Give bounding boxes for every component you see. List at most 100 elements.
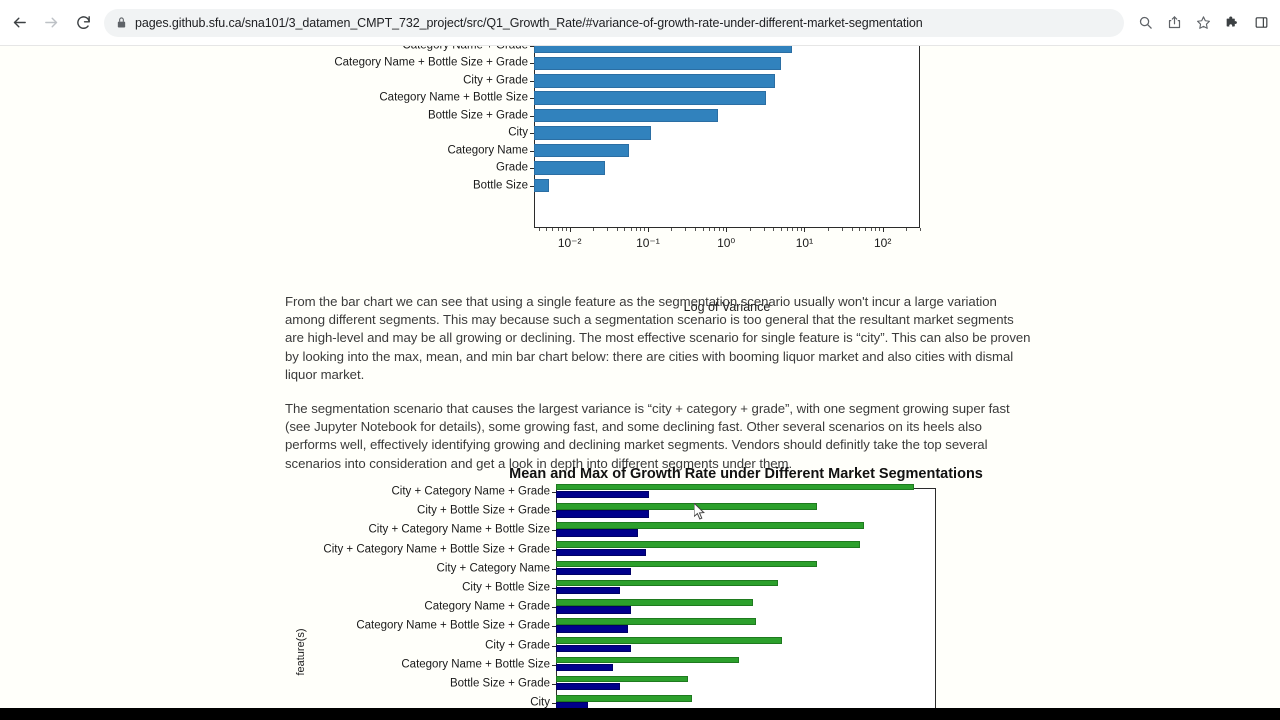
- variance-x-minor-tick: [920, 228, 921, 231]
- variance-x-minor-tick: [640, 228, 642, 231]
- mean-max-bar-max: [556, 675, 689, 683]
- variance-x-tick: [647, 228, 649, 232]
- variance-x-axis: 10⁻² 10⁻¹ 10⁰ 10¹ 10²: [534, 228, 921, 274]
- mean-max-bar-max: [556, 560, 818, 568]
- browser-toolbar: pages.github.sfu.ca/sna101/3_datamen_CMP…: [0, 0, 1280, 46]
- variance-x-minor-tick: [787, 228, 789, 231]
- mean-max-bar-max: [556, 656, 739, 664]
- variance-x-axis-title: Log of Variance: [683, 300, 771, 314]
- variance-x-minor-tick: [671, 228, 673, 231]
- variance-bar: [534, 178, 550, 193]
- mean-max-bar-mean: [556, 491, 650, 499]
- forward-button[interactable]: [36, 8, 66, 38]
- mean-max-y-label: Category Name + Bottle Size + Grade: [356, 619, 550, 632]
- variance-x-tick: [726, 228, 728, 232]
- mean-max-y-label: City: [530, 696, 550, 708]
- variance-y-label: Bottle Size + Grade: [427, 108, 528, 121]
- lock-icon: [116, 16, 127, 29]
- mean-max-bar-max: [556, 503, 818, 510]
- variance-bar: [534, 108, 718, 123]
- mean-max-bar-mean: [556, 702, 589, 708]
- mean-max-y-axis-labels: City + Category Name + Grade City + Bottl…: [300, 486, 550, 708]
- mean-max-bar-max: [556, 483, 914, 491]
- mean-max-y-tick: [552, 530, 556, 532]
- variance-x-minor-tick: [607, 228, 608, 231]
- variance-bar: [534, 46, 793, 53]
- puzzle-icon[interactable]: [1219, 10, 1245, 36]
- mean-max-bar-mean: [556, 510, 650, 518]
- mean-max-y-tick: [552, 511, 556, 513]
- mean-max-y-tick: [552, 645, 556, 647]
- variance-y-label: Category Name: [447, 143, 528, 156]
- variance-bar: [534, 74, 775, 88]
- variance-x-tick: [569, 228, 571, 232]
- variance-x-minor-tick: [780, 228, 782, 231]
- variance-x-minor-tick: [562, 228, 564, 231]
- mean-max-bar-mean: [556, 683, 621, 691]
- article-text: From the bar chart we can see that using…: [285, 293, 1033, 489]
- variance-y-label: City + Grade: [463, 74, 528, 87]
- back-button[interactable]: [4, 8, 34, 38]
- variance-x-minor-tick: [722, 228, 724, 231]
- variance-x-minor-tick: [546, 228, 548, 231]
- mean-max-y-label: City + Bottle Size: [462, 581, 550, 594]
- address-bar[interactable]: pages.github.sfu.ca/sna101/3_datamen_CMP…: [104, 8, 1124, 37]
- reload-button[interactable]: [68, 8, 98, 38]
- variance-x-minor-tick: [800, 228, 802, 231]
- mean-max-y-label: Category Name + Bottle Size: [401, 658, 550, 671]
- variance-x-minor-tick: [906, 228, 908, 231]
- mean-max-bar-chart: Mean and Max of Growth Rate under Differ…: [0, 466, 1280, 708]
- letterbox-bottom: [0, 708, 1280, 720]
- variance-bar: [534, 56, 781, 71]
- variance-y-tick: [530, 115, 534, 117]
- variance-x-minor-tick: [695, 228, 697, 231]
- variance-x-minor-tick: [827, 228, 829, 231]
- mean-max-bar-max: [556, 541, 861, 548]
- mean-max-y-axis-title: feature(s): [295, 628, 307, 676]
- variance-y-tick: [530, 98, 534, 100]
- variance-x-minor-tick: [859, 228, 861, 231]
- mean-max-y-label: City + Category Name: [436, 562, 550, 575]
- paragraph-1: From the bar chart we can see that using…: [285, 294, 1031, 382]
- variance-x-minor-tick: [773, 228, 775, 231]
- mean-max-y-tick: [552, 549, 556, 551]
- variance-y-tick: [530, 63, 534, 65]
- mean-max-y-label: City + Bottle Size + Grade: [417, 504, 550, 517]
- variance-y-label: City: [508, 126, 528, 139]
- mean-max-bar-mean: [556, 567, 632, 576]
- mean-max-y-tick: [552, 626, 556, 628]
- variance-x-minor-tick: [702, 228, 704, 231]
- side-panel-icon[interactable]: [1248, 10, 1274, 36]
- share-icon[interactable]: [1161, 10, 1187, 36]
- mean-max-bar-mean: [556, 606, 632, 614]
- mean-max-y-tick: [552, 684, 556, 685]
- star-icon[interactable]: [1190, 10, 1216, 36]
- variance-y-label: Category Name + Grade: [402, 46, 528, 52]
- mean-max-chart-title: Mean and Max of Growth Rate under Differ…: [509, 466, 983, 482]
- mean-max-bar-mean: [556, 548, 646, 556]
- variance-y-label: Bottle Size: [473, 178, 528, 191]
- zoom-icon[interactable]: [1132, 10, 1158, 36]
- variance-x-minor-tick: [644, 228, 646, 231]
- variance-x-minor-tick: [875, 228, 877, 231]
- variance-x-minor-tick: [851, 228, 853, 231]
- variance-bar: [534, 143, 630, 158]
- variance-y-tick: [530, 46, 534, 47]
- variance-y-label: Category Name + Bottle Size + Grade: [334, 56, 528, 69]
- variance-x-minor-tick: [763, 228, 765, 231]
- address-bar-url: pages.github.sfu.ca/sna101/3_datamen_CMP…: [135, 15, 923, 30]
- variance-y-label: Category Name + Bottle Size: [379, 91, 528, 104]
- variance-x-tick-label: 10⁰: [717, 236, 736, 250]
- variance-x-minor-tick: [616, 228, 618, 231]
- variance-x-minor-tick: [792, 228, 794, 231]
- mean-max-bar-max: [556, 637, 782, 644]
- mean-max-bar-mean: [556, 644, 632, 652]
- variance-x-minor-tick: [749, 228, 751, 231]
- variance-x-minor-tick: [870, 228, 872, 231]
- mean-max-y-tick: [552, 703, 556, 705]
- variance-x-minor-tick: [552, 228, 554, 231]
- navigation-buttons: [0, 8, 98, 38]
- mean-max-bar-mean: [556, 587, 621, 595]
- variance-y-tick: [530, 168, 534, 170]
